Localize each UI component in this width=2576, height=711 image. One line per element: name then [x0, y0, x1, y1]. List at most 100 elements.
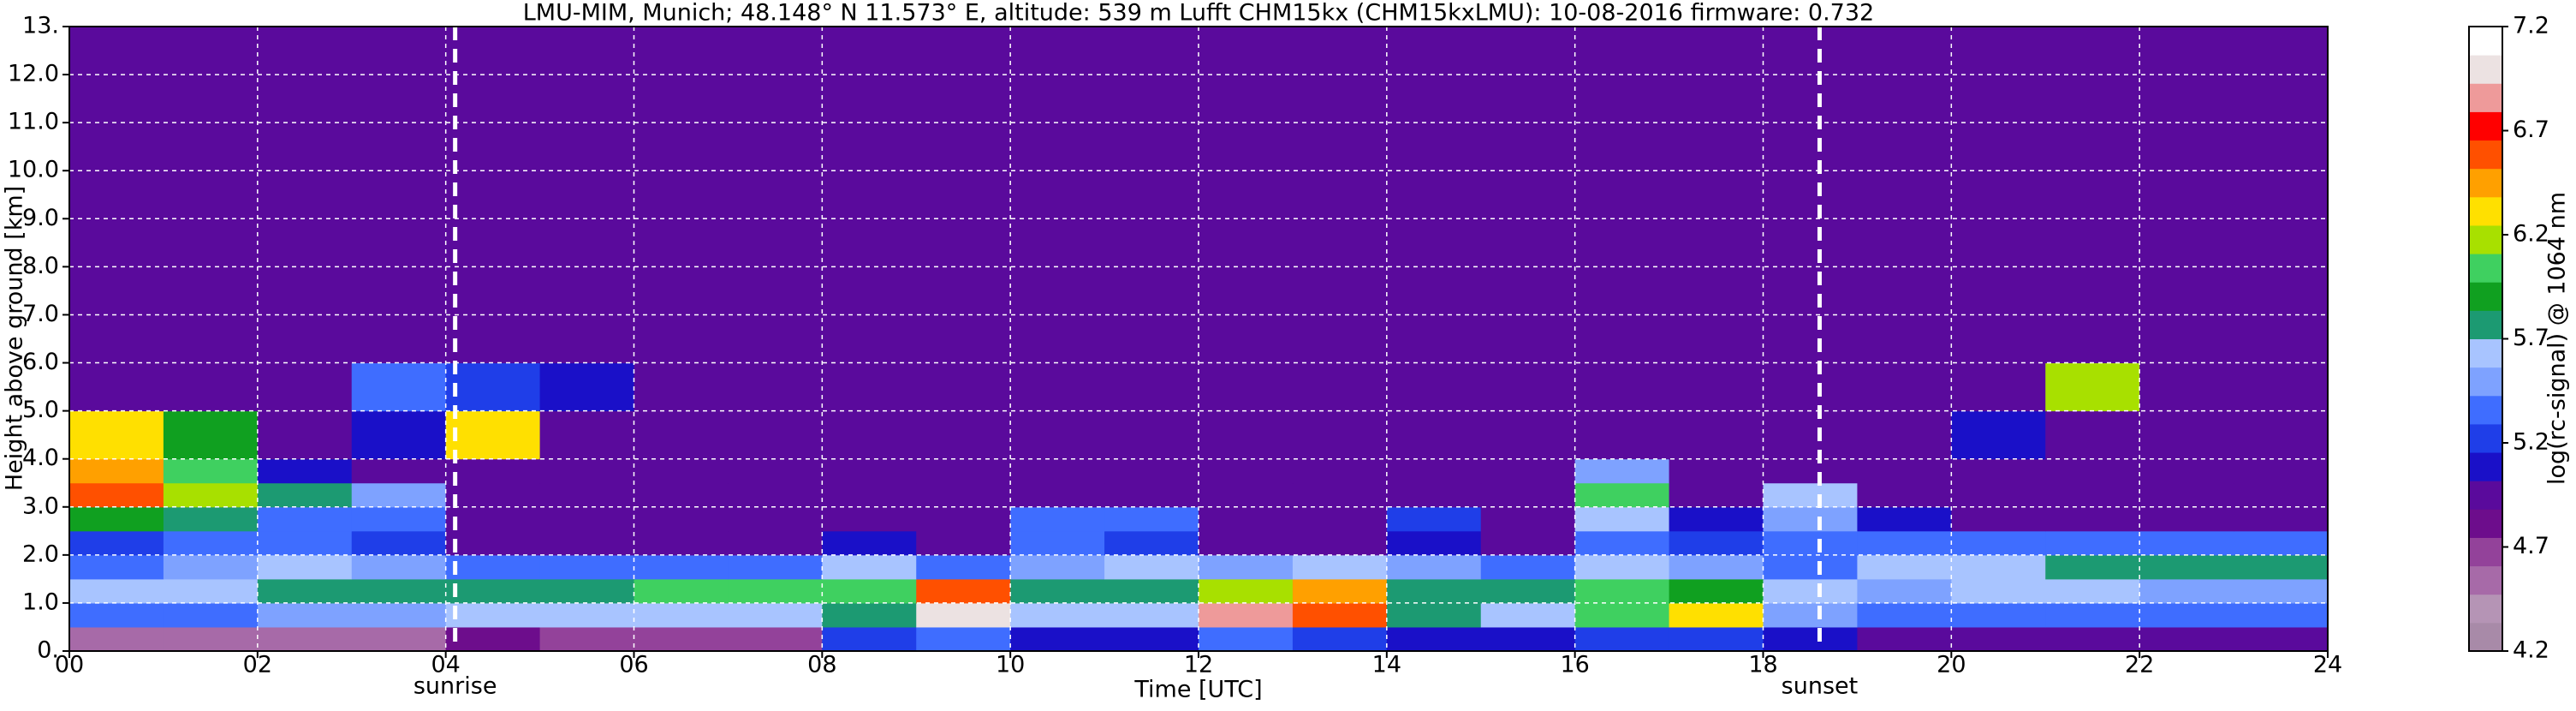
heatmap-cell: [1010, 530, 1105, 556]
heatmap-cell: [2234, 410, 2329, 460]
heatmap-cell: [1669, 626, 1764, 652]
heatmap-cell: [2234, 530, 2329, 556]
heatmap-cell: [163, 482, 259, 508]
heatmap-cell: [1951, 314, 2046, 364]
heatmap-cell: [257, 410, 353, 460]
colorbar-label: log(rc-signal) @ 1064 nm: [2544, 192, 2571, 485]
heatmap-cell: [822, 554, 917, 580]
heatmap-cell: [728, 554, 823, 580]
heatmap-cell: [1480, 554, 1576, 580]
heatmap-cell: [1292, 458, 1388, 484]
heatmap-cell: [1010, 314, 1105, 364]
y-tick-label: 4.0: [22, 445, 59, 471]
heatmap-cell: [351, 578, 447, 604]
heatmap-cell: [1763, 314, 1858, 364]
heatmap-cell: [1763, 482, 1858, 508]
heatmap-cell: [163, 458, 259, 484]
heatmap-cell: [728, 530, 823, 556]
y-tick-label: 8.0: [22, 253, 59, 279]
heatmap-cell: [69, 530, 164, 556]
heatmap-cell: [445, 554, 541, 580]
colorbar-tick-label: 5.2: [2513, 429, 2549, 456]
heatmap-cell: [1292, 530, 1388, 556]
heatmap-cell: [2045, 314, 2140, 364]
heatmap-cell: [69, 314, 164, 364]
heatmap-cell: [1199, 506, 1294, 532]
heatmap-cell: [1199, 578, 1294, 604]
heatmap-cell: [1386, 362, 1482, 412]
heatmap-cell: [1104, 578, 1199, 604]
heatmap-cell: [539, 578, 634, 604]
heatmap-cell: [1669, 314, 1764, 364]
heatmap-cell: [822, 362, 917, 412]
heatmap-cell: [445, 410, 541, 460]
y-tick-label: 2.0: [22, 541, 59, 567]
heatmap-cell: [2234, 362, 2329, 412]
heatmap-cell: [1763, 578, 1858, 604]
heatmap-cell: [1480, 602, 1576, 628]
heatmap-cell: [1669, 506, 1764, 532]
colorbar-segment: [2469, 481, 2502, 510]
heatmap-cell: [1104, 482, 1199, 508]
annotation-label: sunset: [1782, 673, 1859, 700]
heatmap-cell: [351, 482, 447, 508]
heatmap-cell: [1386, 482, 1482, 508]
heatmap-cell: [2045, 362, 2140, 412]
colorbar-segment: [2469, 395, 2502, 425]
heatmap-cell: [1292, 506, 1388, 532]
heatmap-cell: [1857, 602, 1952, 628]
x-tick-label: 10: [996, 652, 1025, 678]
heatmap-cell: [1574, 554, 1670, 580]
y-tick-label: 7.0: [22, 301, 59, 327]
heatmap-cell: [1386, 554, 1482, 580]
x-tick-label: 06: [619, 652, 648, 678]
annotation-label: sunrise: [413, 673, 497, 700]
plot-frame: [68, 26, 2329, 652]
colorbar-segment: [2469, 310, 2502, 339]
heatmap-cell: [1199, 530, 1294, 556]
heatmap-cell: [728, 506, 823, 532]
colorbar-segment: [2469, 452, 2502, 481]
heatmap-cell: [1480, 530, 1576, 556]
heatmap-cell: [351, 506, 447, 532]
heatmap-cell: [1951, 626, 2046, 652]
colorbar-segment: [2469, 224, 2502, 254]
heatmap-cell: [1763, 554, 1858, 580]
heatmap-cell: [1669, 482, 1764, 508]
heatmap-cell: [1857, 626, 1952, 652]
heatmap-cell: [69, 602, 164, 628]
heatmap-cell: [539, 362, 634, 412]
y-tick-label: 9.0: [22, 205, 59, 231]
heatmap-cell: [163, 602, 259, 628]
heatmap-cell: [257, 314, 353, 364]
heatmap-cell: [2139, 458, 2234, 484]
heatmap-cell: [539, 602, 634, 628]
heatmap-cell: [445, 482, 541, 508]
colorbar-tick-label: 5.7: [2513, 325, 2549, 351]
heatmap-cell: [1857, 458, 1952, 484]
colorbar-segment: [2469, 338, 2502, 368]
heatmap-cell: [2045, 506, 2140, 532]
heatmap-cell: [1292, 410, 1388, 460]
heatmap-cell: [2139, 410, 2234, 460]
heatmap-cell: [634, 602, 729, 628]
colorbar-segment: [2469, 83, 2502, 112]
colorbar-segment: [2469, 196, 2502, 226]
heatmap-cell: [539, 530, 634, 556]
heatmap-cell: [1857, 506, 1952, 532]
heatmap-cell: [539, 506, 634, 532]
heatmap-cell: [728, 410, 823, 460]
heatmap-cell: [351, 530, 447, 556]
heatmap-cell: [445, 602, 541, 628]
heatmap-cell: [1574, 482, 1670, 508]
x-tick-label: 14: [1372, 652, 1401, 678]
heatmap-cell: [69, 362, 164, 412]
heatmap-cell: [1292, 362, 1388, 412]
heatmap-cell: [1386, 602, 1482, 628]
heatmap-cell: [163, 578, 259, 604]
heatmap-cell: [2234, 458, 2329, 484]
x-tick-label: 00: [55, 652, 84, 678]
heatmap-cell: [1104, 410, 1199, 460]
heatmap-cell: [445, 506, 541, 532]
